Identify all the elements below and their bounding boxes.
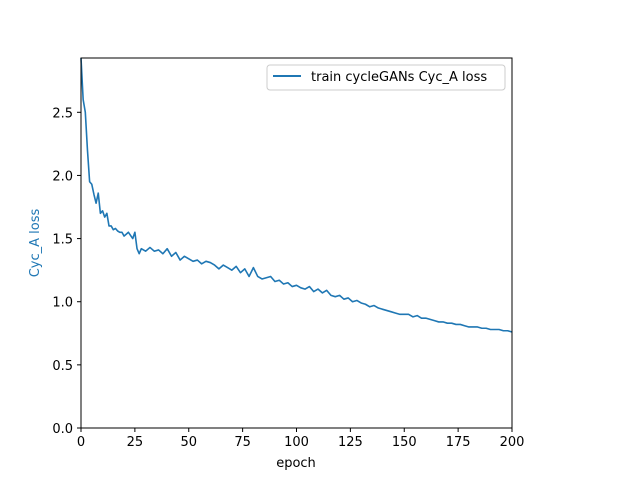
x-tick-label: 75 (234, 435, 251, 450)
y-tick-label: 1.5 (52, 233, 73, 248)
legend-box (266, 64, 506, 91)
plot-area (80, 57, 513, 333)
x-tick-label: 200 (500, 435, 525, 450)
y-tick-label: 0.0 (52, 422, 73, 437)
x-tick-label: 0 (77, 435, 85, 450)
y-tick-label: 0.5 (52, 359, 73, 374)
axes: 0 25 50 75 100 125 150 175 200 0.0 0.5 1.0 1.5 2.0 2.5 (52, 57, 525, 450)
y-tick-label: 2.0 (52, 169, 73, 184)
y-tick-label: 1.0 (52, 296, 73, 311)
x-tick-label: 125 (338, 435, 363, 450)
legend: train cycleGANs Cyc_A loss (266, 64, 506, 91)
x-axis-label: epoch (276, 456, 316, 471)
x-tick-label: 25 (127, 435, 144, 450)
y-tick-label: 2.5 (52, 106, 73, 121)
x-tick-label: 150 (392, 435, 417, 450)
y-axis-label: Cyc_A loss (28, 208, 43, 277)
series-line (80, 57, 513, 333)
x-tick-label: 50 (180, 435, 197, 450)
x-tick-label: 100 (284, 435, 309, 450)
x-tick-label: 175 (446, 435, 471, 450)
legend-label: train cycleGANs Cyc_A loss (311, 70, 487, 85)
